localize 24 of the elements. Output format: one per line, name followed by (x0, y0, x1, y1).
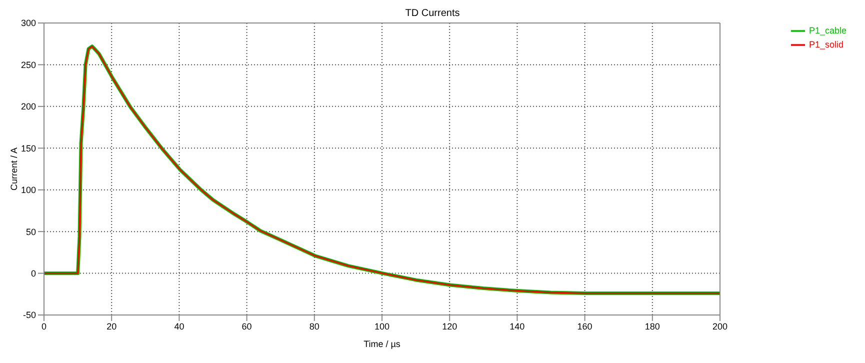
y-tick-label: 200 (20, 102, 36, 112)
x-tick-label: 60 (242, 321, 252, 332)
y-tick-label: 50 (26, 226, 36, 237)
x-tick-label: 160 (577, 321, 592, 332)
y-tick-label: 150 (20, 143, 36, 154)
x-tick-label: 140 (510, 321, 525, 332)
legend-label: P1_cable (809, 25, 847, 36)
x-tick-label: 100 (374, 321, 390, 332)
y-tick-label: 300 (20, 18, 36, 28)
y-tick-label: 100 (20, 185, 36, 196)
x-tick-label: 0 (41, 321, 47, 332)
x-tick-label: 120 (442, 321, 458, 332)
x-axis-title: Time / µs (364, 339, 401, 349)
legend-label: P1_solid (809, 39, 844, 50)
x-tick-label: 40 (174, 321, 184, 332)
y-axis-title: Current / A (9, 147, 20, 191)
x-tick-label: 200 (712, 321, 728, 332)
x-tick-label: 180 (644, 321, 660, 332)
x-tick-label: 20 (106, 321, 117, 332)
y-tick-label: 250 (20, 60, 36, 70)
chart-title: TD Currents (404, 8, 461, 19)
y-tick-label: 0 (30, 268, 36, 278)
x-tick-label: 80 (309, 321, 320, 332)
y-tick-label: -50 (22, 310, 36, 320)
